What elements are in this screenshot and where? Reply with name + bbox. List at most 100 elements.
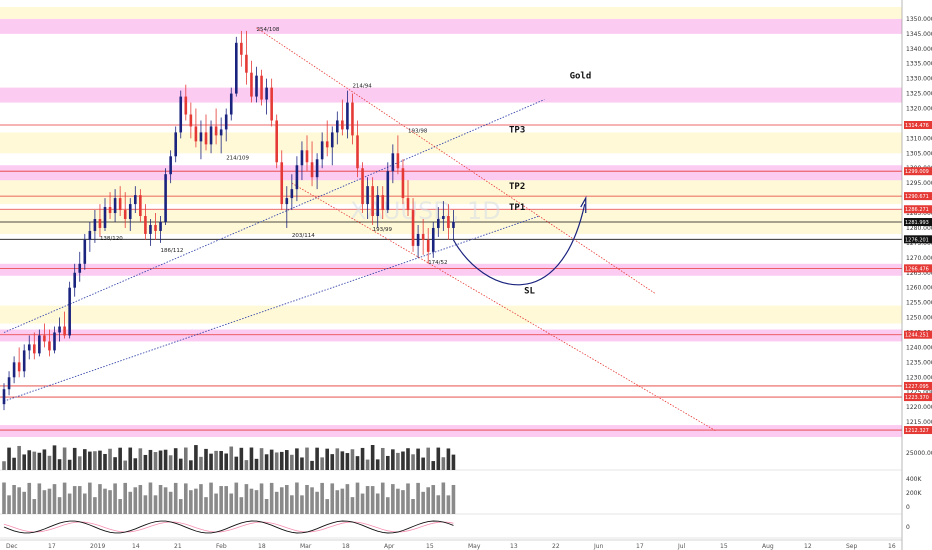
volume-bar [118, 447, 122, 470]
volume-bar [204, 448, 208, 470]
volume-bar [386, 455, 390, 470]
candle-body [320, 141, 324, 160]
volume-bar [411, 454, 415, 470]
oscillator-bar [320, 482, 324, 514]
oscillator-bar [411, 499, 415, 514]
oscillator-bar [345, 484, 350, 514]
candle-body [381, 195, 385, 211]
volume-bar [178, 458, 183, 470]
candle-body [7, 377, 11, 390]
candle-body [63, 326, 66, 336]
x-tick-label: 17 [48, 543, 56, 550]
candle-body [229, 93, 233, 115]
y-tick-label: 1320.000 [906, 106, 932, 113]
oscillator-bar [279, 487, 284, 514]
oscillator-bar [133, 487, 138, 514]
volume-bar [143, 454, 148, 470]
swing-label: 138/120 [100, 236, 123, 242]
y-tick-label: 1235.000 [906, 359, 932, 366]
volume-bar [380, 447, 385, 470]
candle-body [17, 362, 21, 372]
oscillator-bar [88, 482, 92, 514]
volume-bar [274, 452, 279, 470]
swing-label: 214/94 [352, 84, 372, 90]
oscillator-bar [204, 497, 208, 514]
candle-body [209, 126, 213, 145]
osc2-signal-line [3, 521, 454, 533]
volume-bar [32, 451, 37, 470]
volume-bar [279, 451, 284, 470]
price-tag-label: 1212.327 [905, 428, 929, 434]
oscillator-bar [168, 491, 173, 514]
candle-body [123, 210, 127, 220]
candle-body [346, 102, 349, 130]
volume-bar [194, 445, 198, 470]
candle-body [164, 174, 167, 222]
candle-body [255, 75, 258, 97]
candle-body [139, 195, 142, 217]
volume-bar [446, 448, 451, 470]
oscillator-bar [396, 488, 400, 514]
candle-body [98, 219, 102, 228]
oscillator-bar [143, 495, 148, 514]
candle-body [214, 126, 218, 136]
oscillator-bar [148, 482, 153, 514]
candle-body [113, 198, 117, 214]
swing-label: 193/98 [408, 128, 428, 134]
volume-bar [300, 457, 304, 470]
y-tick-label: 1225.000 [906, 389, 932, 396]
oscillator-bar [219, 486, 223, 514]
y-tick-label: 1275.000 [906, 240, 932, 247]
osc1-axis-label: 400K [906, 476, 922, 483]
candle-body [88, 230, 92, 240]
price-tag-box [904, 192, 932, 201]
volume-bar [401, 451, 405, 470]
candle-body [305, 150, 309, 163]
oscillator-bar [214, 493, 218, 514]
oscillator-bar [224, 486, 228, 514]
volume-bar [290, 454, 294, 470]
candle-body [204, 132, 208, 145]
candle-body [361, 168, 364, 205]
volume-bar [285, 450, 289, 470]
price-tag-label: 1223.370 [905, 395, 929, 401]
volume-bar [320, 457, 324, 470]
oscillator-bar [300, 495, 304, 514]
oscillator-bar [441, 482, 446, 514]
volume-bar [264, 454, 269, 470]
price-tag-box [904, 121, 932, 130]
volume-bar [295, 448, 299, 470]
candle-body [144, 216, 147, 234]
volume-bar [451, 454, 456, 470]
swing-label: 186/112 [161, 248, 184, 254]
annotation-sl: SL [524, 287, 535, 297]
light-zone [0, 180, 902, 205]
volume-bar [7, 447, 11, 470]
x-tick-label: 13 [510, 543, 518, 550]
y-tick-label: 1270.000 [906, 255, 932, 262]
volume-bar [365, 459, 370, 470]
x-tick-label: 16 [888, 543, 896, 550]
oscillator-bar [178, 499, 183, 514]
oscillator-bar [406, 483, 410, 514]
oscillator-bar [249, 488, 254, 514]
candle-body [73, 272, 76, 288]
oscillator-bar [103, 488, 107, 514]
candle-body [356, 135, 359, 169]
volume-bar [219, 450, 223, 470]
volume-bar [214, 450, 218, 470]
oscillator-bar [173, 482, 178, 514]
y-tick-label: 1330.000 [906, 76, 932, 83]
oscillator-bar [431, 485, 436, 514]
x-tick-label: Sep [846, 543, 858, 550]
volume-bar [254, 458, 259, 470]
candle-body [275, 120, 278, 163]
candle-body [426, 239, 430, 252]
candle-body [12, 362, 16, 378]
candle-body [325, 141, 329, 148]
oscillator-bar [426, 487, 430, 514]
volume-bar [27, 450, 32, 470]
volume-bar [158, 450, 163, 470]
